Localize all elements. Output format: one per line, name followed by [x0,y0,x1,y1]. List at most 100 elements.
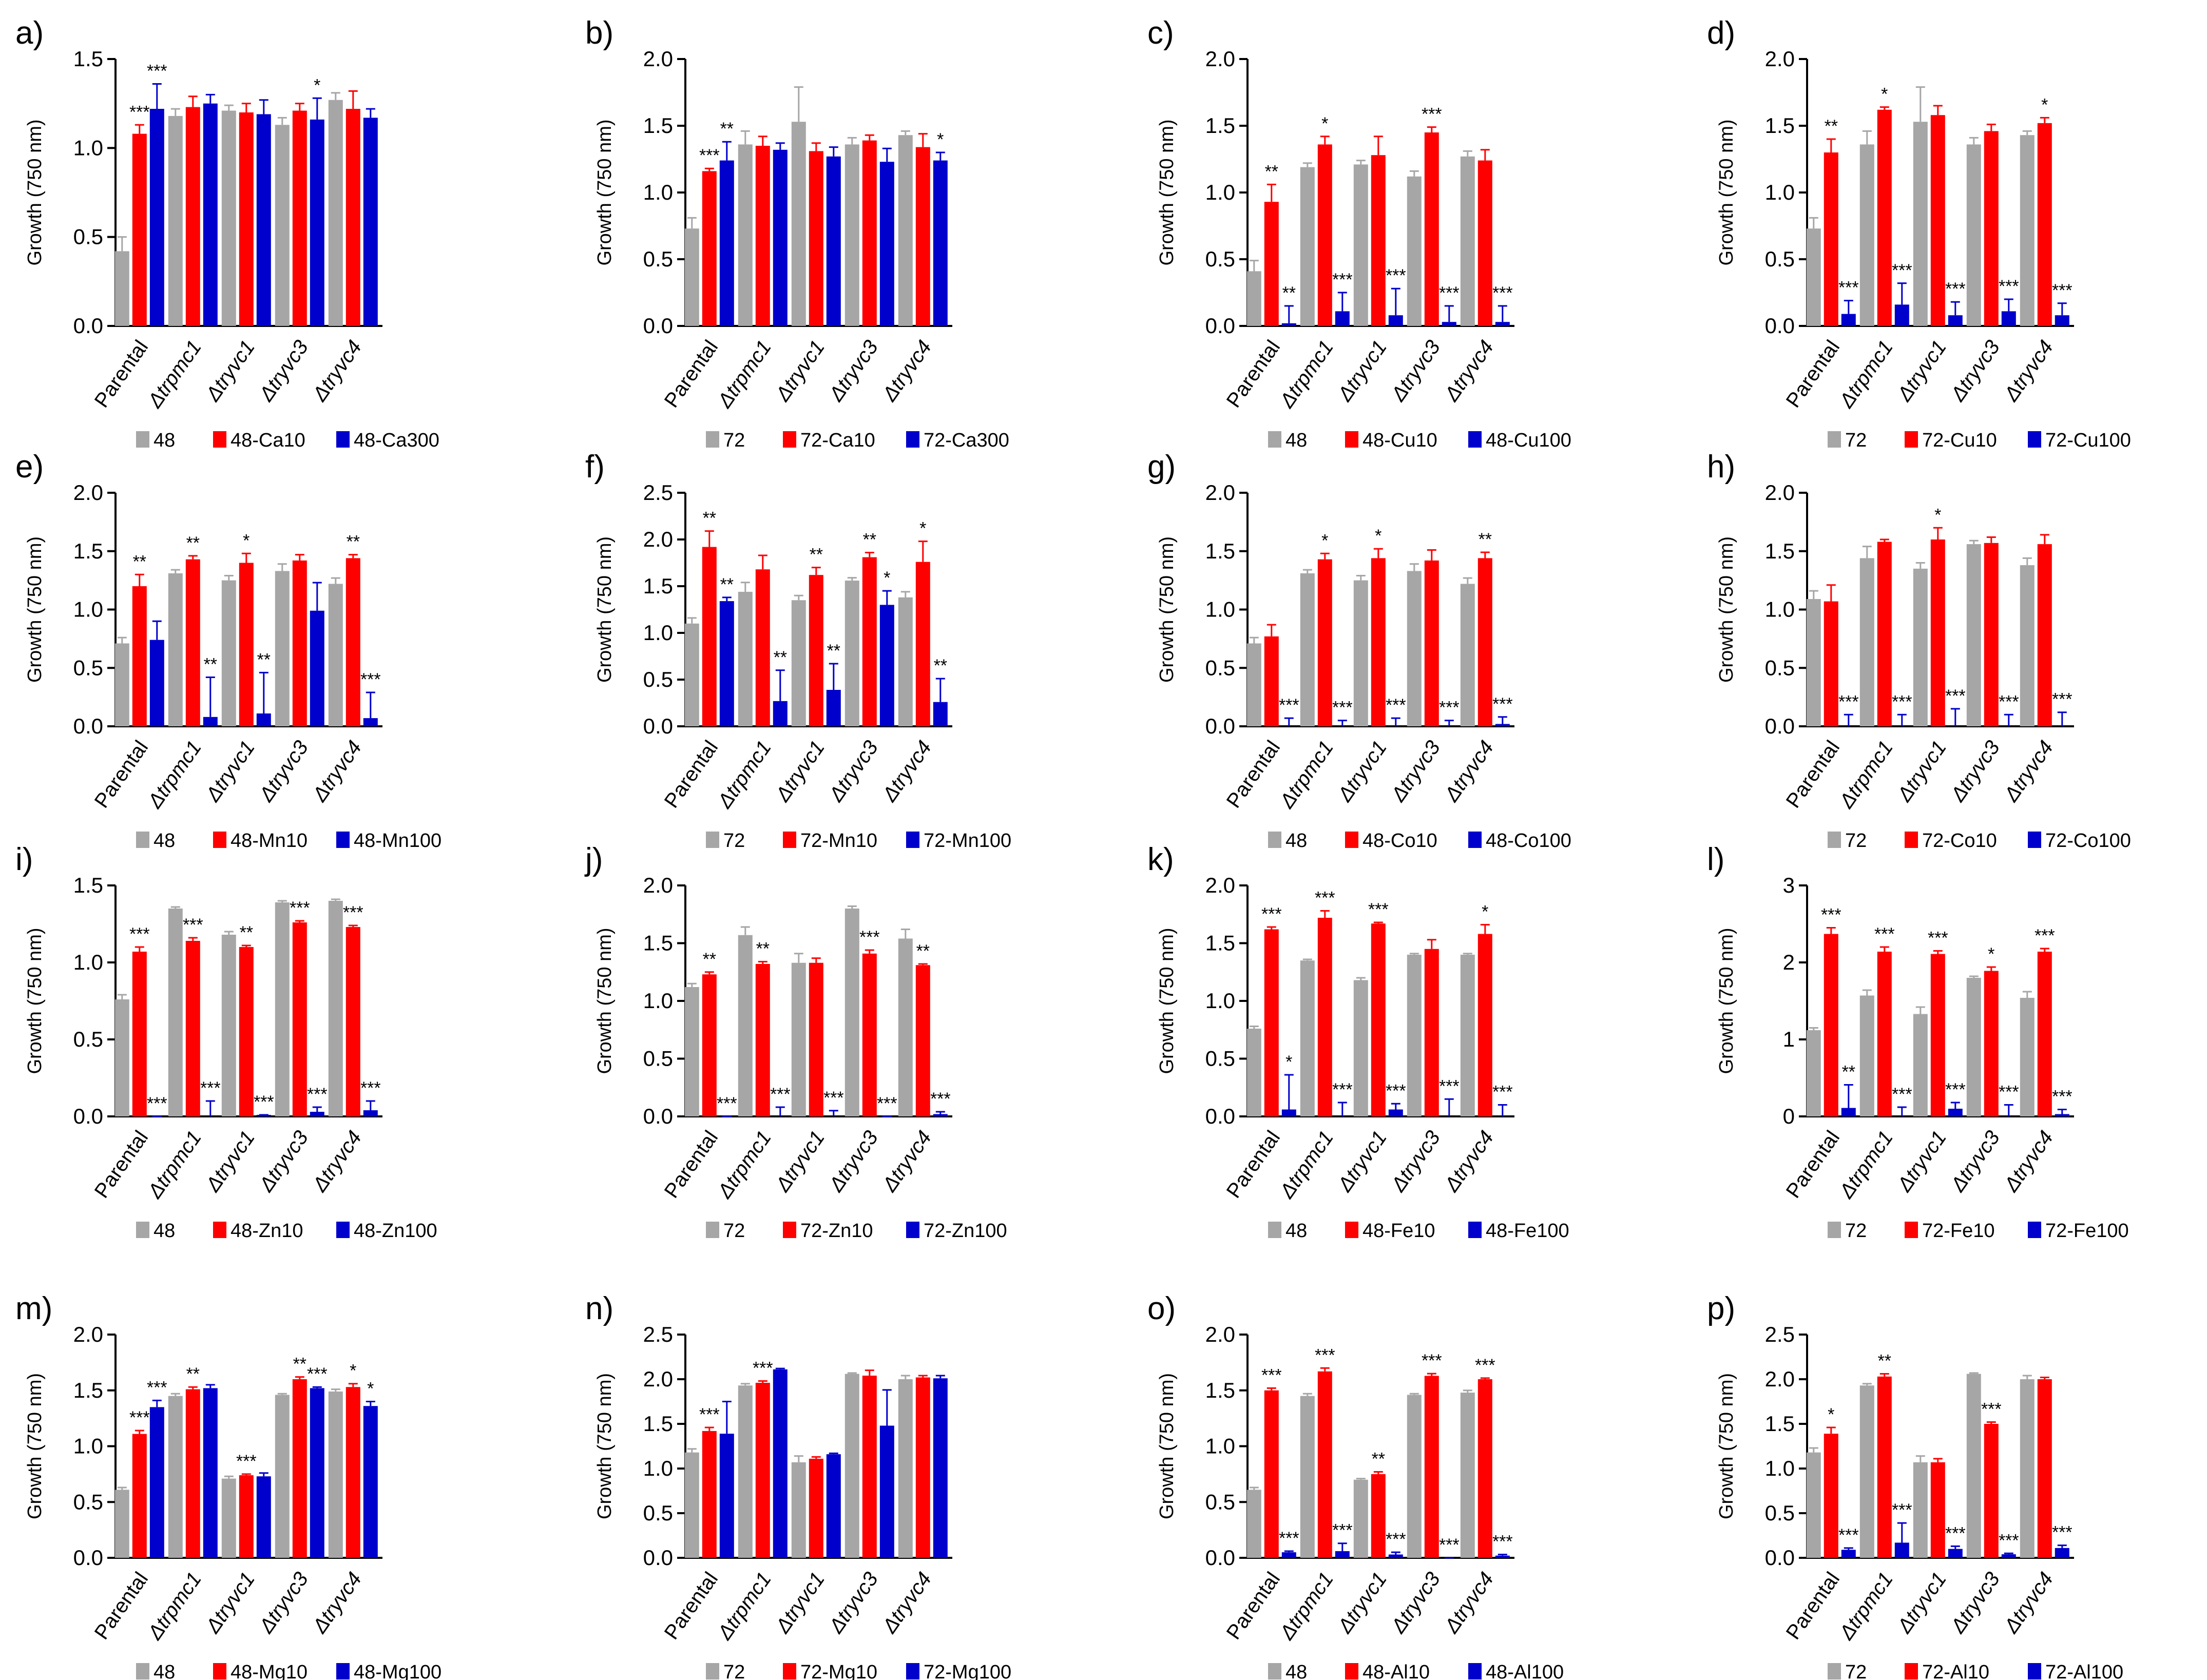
bar [826,156,841,326]
bar [328,584,343,726]
x-tick-label: Δtryvc4 [878,1568,936,1637]
bar [719,601,734,726]
significance-label: *** [1332,698,1353,718]
bar [114,1490,129,1558]
bar [1388,315,1403,326]
bar [684,623,699,726]
panel-label: g) [1147,449,1176,485]
legend-label: 72-Zn100 [924,1220,1007,1242]
legend-label: 48-Zn100 [354,1220,437,1242]
x-tick-label: Δtrpmc1 [1275,737,1338,813]
legend-swatch [906,1663,919,1679]
bar [346,927,360,1116]
significance-label: ** [703,509,716,528]
x-tick-label: Parental [1222,336,1284,412]
legend-swatch [706,1663,719,1679]
y-tick-label: 0.0 [1205,314,1235,338]
bar [1371,558,1386,726]
legend-label: 48-Co10 [1362,830,1437,852]
significance-label: *** [1892,1500,1912,1520]
legend-label: 72 [1845,430,1867,451]
legend-swatch [136,1663,149,1679]
significance-label: * [1482,902,1488,922]
legend-swatch [1268,431,1281,448]
bar [915,965,930,1116]
bar [1806,1452,1821,1558]
bar [168,909,183,1116]
bar [1281,323,1296,326]
significance-label: *** [307,1085,328,1104]
legend-swatch [213,431,226,448]
bar [1495,724,1510,726]
y-tick-label: 1.5 [73,1378,103,1402]
x-tick-label: Parental [660,737,722,812]
legend-swatch [1828,832,1841,848]
legend-swatch [1268,1222,1281,1238]
significance-label: *** [1475,1356,1495,1375]
significance-label: * [884,568,890,588]
y-tick-label: 1.5 [1765,1412,1795,1436]
bar [275,902,290,1116]
bar [1859,1385,1874,1558]
bar [1460,584,1475,726]
legend-label: 48-Fe100 [1486,1220,1569,1242]
significance-label: *** [1315,1345,1335,1365]
y-tick-label: 1.0 [643,1456,673,1480]
bar [363,718,378,726]
legend-swatch [213,832,226,848]
x-tick-label: Parental [660,336,722,412]
bar [1859,144,1874,326]
x-tick-label: Δtryvc4 [878,1127,936,1196]
bar [1984,543,1999,726]
significance-label: *** [1999,1531,2019,1550]
legend-label: 72-Fe100 [2045,1220,2129,1242]
chart-panel: h) Growth (750 nm) 0.0 0.5 1.0 1.5 2.0 *** Paren… [1707,449,2131,852]
x-tick-label: Δtryvc4 [1440,1127,1498,1196]
bar [1930,539,1945,726]
significance-label: ** [1878,1351,1891,1371]
bar [1966,978,1981,1116]
legend-label: 48 [153,830,175,852]
panel-label: d) [1707,15,1735,51]
bar [1460,1393,1475,1558]
significance-label: *** [360,670,381,689]
bar [826,690,841,726]
x-tick-label: Δtrpmc1 [713,1568,776,1644]
bar [1460,156,1475,326]
y-tick-label: 2.0 [643,1367,673,1391]
x-tick-label: Δtryvc3 [824,336,882,405]
bar [1353,1479,1368,1558]
y-axis-label: Growth (750 nm) [1156,536,1178,683]
panel-label: f) [585,449,605,485]
legend-label: 48-Zn10 [231,1220,303,1242]
panel-label: k) [1147,842,1174,877]
x-tick-label: Δtryvc4 [2000,1127,2058,1196]
significance-label: *** [2052,1523,2072,1542]
legend-label: 48-Mn10 [231,830,308,852]
y-axis-label: Growth (750 nm) [24,1373,46,1519]
y-axis-label: Growth (750 nm) [594,119,616,265]
bar [1371,1474,1386,1558]
legend-swatch [1828,1222,1841,1238]
x-tick-label: Δtryvc4 [1440,1568,1498,1637]
y-tick-label: 1 [1783,1027,1795,1051]
legend-swatch [1268,832,1281,848]
bar [1930,954,1945,1116]
significance-label: *** [129,102,150,122]
bar [1424,949,1439,1116]
panel-label: h) [1707,449,1735,485]
legend-swatch [1268,1663,1281,1679]
y-tick-label: 0.0 [643,714,673,738]
legend-label: 48-Ca300 [354,430,439,451]
legend-swatch [336,431,350,448]
bar [862,1376,877,1558]
bar [363,1406,378,1558]
bar [1877,952,1892,1116]
bar [1300,1396,1315,1558]
bar [862,953,877,1116]
bar [1841,1550,1856,1558]
bar [1894,304,1909,326]
bar [203,1388,218,1558]
bar [719,1434,734,1558]
significance-label: *** [1945,1523,1966,1543]
